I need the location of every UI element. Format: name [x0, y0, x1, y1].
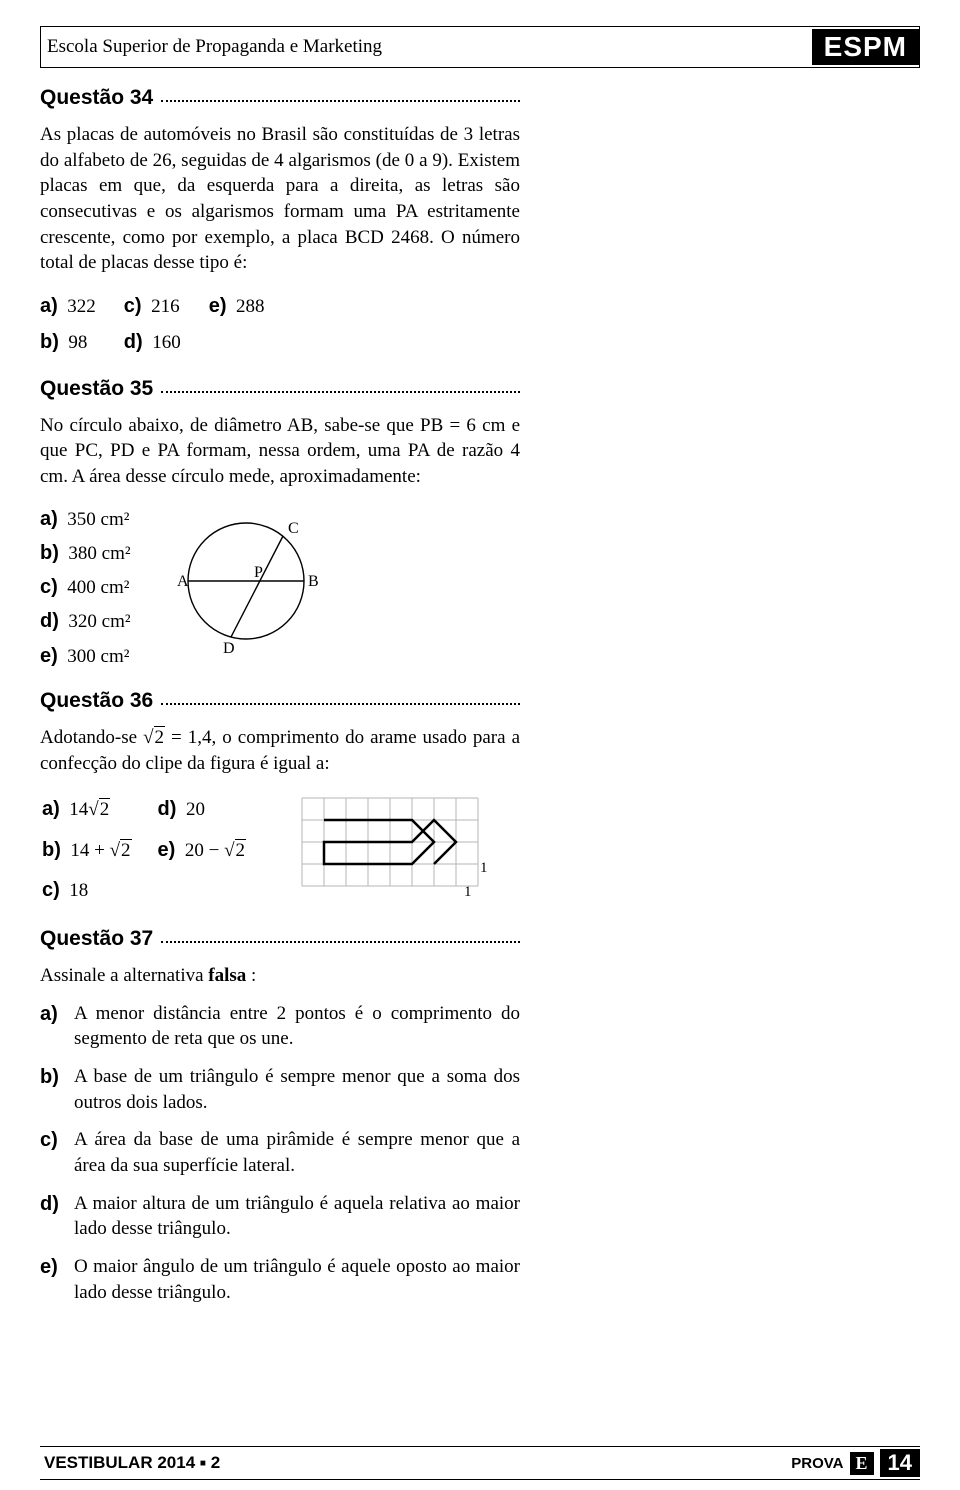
svg-text:D: D	[223, 640, 235, 657]
q35-opt-a: 350 cm²	[67, 509, 129, 530]
dots-divider	[161, 935, 520, 943]
q35-title: Questão 35	[40, 377, 153, 401]
q36-grid-diagram: 1 1	[292, 788, 492, 898]
prova-letter: E	[850, 1452, 874, 1475]
q37-opt-a: A menor distância entre 2 pontos é o com…	[74, 1001, 520, 1052]
q34-opt-e: 288	[236, 296, 265, 317]
q35-opt-b: 380 cm²	[68, 543, 130, 564]
q35-header: Questão 35	[40, 377, 520, 401]
q37-body-suffix: :	[246, 965, 256, 986]
q37-body-prefix: Assinale a alternativa	[40, 965, 208, 986]
q35-body: No círculo abaixo, de diâmetro AB, sabe-…	[40, 413, 520, 490]
q37-body: Assinale a alternativa falsa :	[40, 963, 520, 989]
q36-opt-d: 20	[186, 799, 205, 820]
q34-opt-b: 98	[68, 332, 87, 353]
svg-text:1: 1	[464, 884, 472, 898]
q34-opt-c: 216	[151, 296, 180, 317]
dots-divider	[161, 94, 520, 102]
dots-divider	[161, 697, 520, 705]
q36-header: Questão 36	[40, 689, 520, 713]
q37-body-bold: falsa	[208, 965, 246, 986]
q36-options: a) 14√2 d) 20 b) 14 + √2 e) 20 − √2 c) 1…	[40, 788, 272, 911]
footer-num: 2	[211, 1453, 220, 1472]
q37-opt-b: A base de um triângulo é sempre menor qu…	[74, 1064, 520, 1115]
q34-opt-a: 322	[67, 296, 96, 317]
page-number: 14	[880, 1449, 920, 1477]
q35-opt-d: 320 cm²	[68, 611, 130, 632]
q34-header: Questão 34	[40, 86, 520, 110]
q36-body: Adotando-se √2 = 1,4, o comprimento do a…	[40, 725, 520, 776]
q36-body-prefix: Adotando-se	[40, 727, 143, 748]
svg-text:C: C	[288, 520, 299, 537]
footer-bar: VESTIBULAR 2014 ■ 2 PROVA E 14	[40, 1446, 920, 1480]
q34-body: As placas de automóveis no Brasil são co…	[40, 122, 520, 276]
q37-title: Questão 37	[40, 927, 153, 951]
q37-opt-e: O maior ângulo de um triângulo é aquele …	[74, 1254, 520, 1305]
dots-divider	[161, 385, 520, 393]
q35-diagram: A B C D P	[161, 506, 331, 666]
q34-opt-d: 160	[152, 332, 181, 353]
svg-text:B: B	[308, 573, 319, 590]
prova-label: PROVA	[791, 1455, 843, 1472]
q37-header: Questão 37	[40, 927, 520, 951]
footer-right: PROVA E 14	[791, 1449, 920, 1477]
q35-opt-e: 300 cm²	[67, 646, 129, 667]
svg-text:A: A	[177, 573, 189, 590]
svg-text:1: 1	[480, 860, 488, 876]
q37-opt-c: A área da base de uma pirâmide é sempre …	[74, 1127, 520, 1178]
footer-left: VESTIBULAR 2014 ■ 2	[40, 1453, 220, 1473]
q37-opt-d: A maior altura de um triângulo é aquela …	[74, 1191, 520, 1242]
header-title: Escola Superior de Propaganda e Marketin…	[47, 36, 382, 58]
q37-options: a)A menor distância entre 2 pontos é o c…	[40, 1001, 520, 1305]
q34-options: a) 322 c) 216 e) 288 b) 98 d) 160	[40, 288, 520, 361]
footer-exam: VESTIBULAR 2014	[44, 1453, 195, 1472]
header-bar: Escola Superior de Propaganda e Marketin…	[40, 26, 920, 68]
main-content: Questão 34 As placas de automóveis no Br…	[40, 86, 520, 1305]
q36-opt-c: 18	[69, 880, 88, 901]
q36-sqrt: 2	[154, 726, 166, 748]
q35-options: a) 350 cm² b) 380 cm² c) 400 cm² d) 320 …	[40, 502, 131, 673]
logo-box: ESPM	[812, 29, 919, 65]
q36-title: Questão 36	[40, 689, 153, 713]
q35-opt-c: 400 cm²	[67, 577, 129, 598]
q34-title: Questão 34	[40, 86, 153, 110]
svg-text:P: P	[254, 564, 263, 581]
